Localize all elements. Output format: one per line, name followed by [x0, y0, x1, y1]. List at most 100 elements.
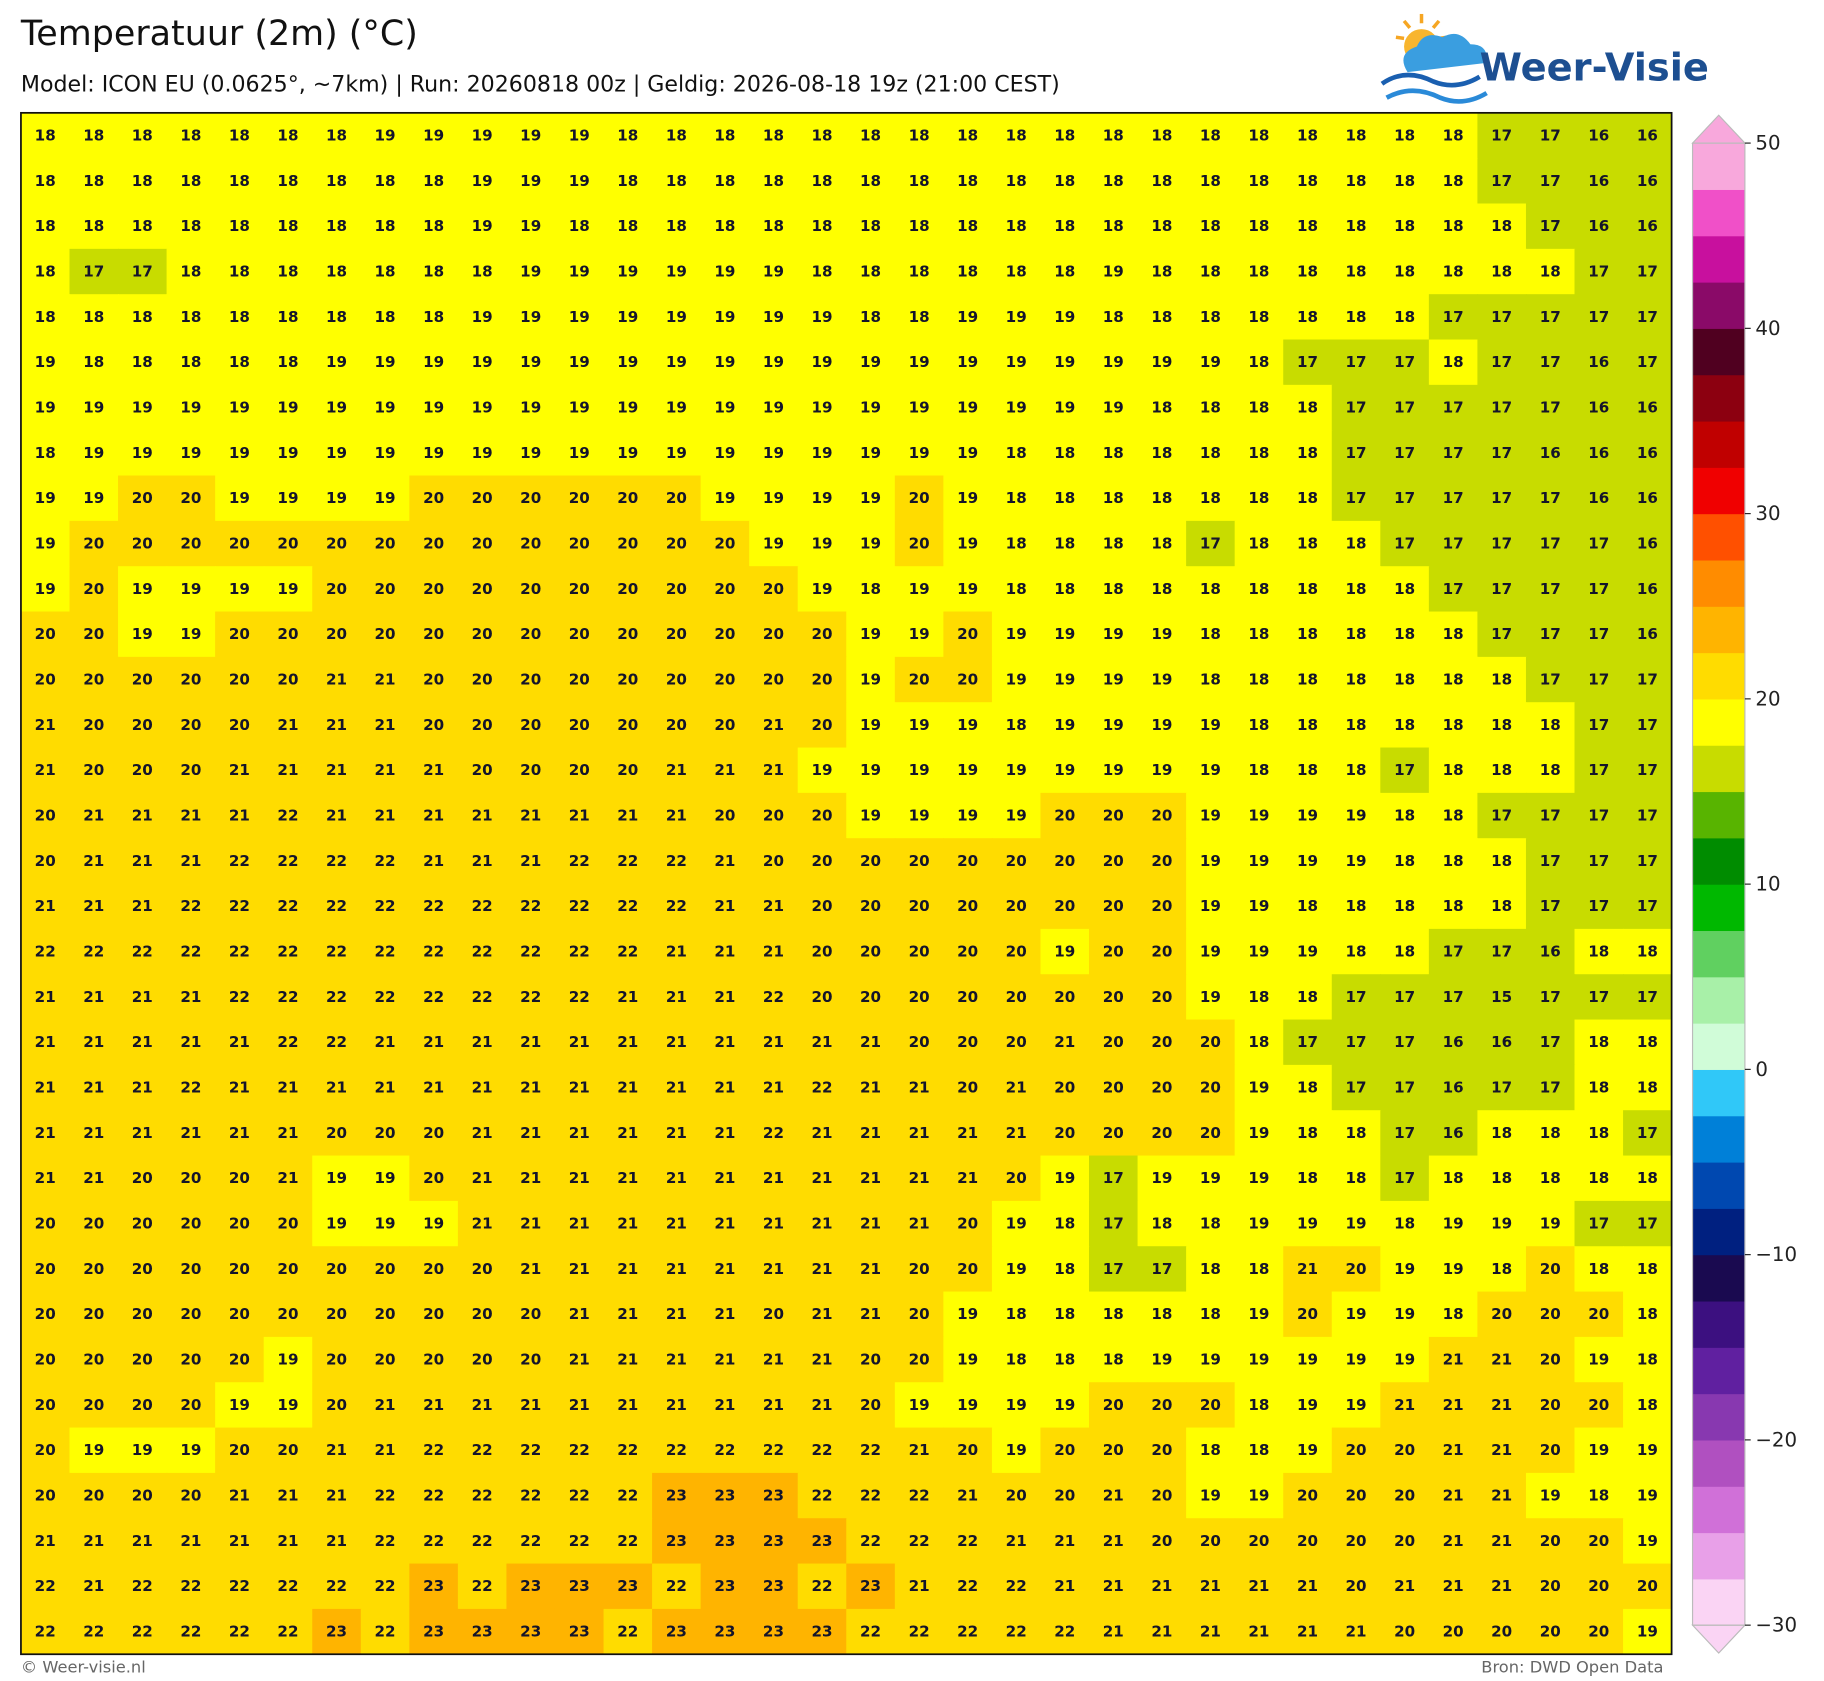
temperature-value: 18	[1151, 535, 1172, 553]
temperature-value: 17	[1540, 127, 1561, 145]
temperature-cell	[1283, 1155, 1333, 1202]
temperature-value: 18	[1297, 444, 1318, 462]
temperature-value: 17	[1540, 489, 1561, 507]
temperature-cell	[1525, 928, 1576, 975]
temperature-value: 17	[1540, 988, 1561, 1006]
temperature-value: 21	[666, 1260, 687, 1278]
temperature-value: 22	[326, 852, 347, 870]
temperature-value: 19	[1394, 1351, 1415, 1369]
temperature-value: 19	[35, 489, 56, 507]
temperature-value: 21	[1394, 1577, 1415, 1595]
temperature-value: 20	[180, 1487, 201, 1505]
temperature-cell	[166, 520, 216, 567]
temperature-cell	[20, 158, 71, 205]
temperature-value: 21	[277, 1124, 298, 1142]
temperature-cell	[69, 611, 119, 658]
temperature-cell	[506, 566, 556, 613]
temperature-value: 21	[423, 807, 444, 825]
temperature-cell	[652, 611, 702, 658]
temperature-value: 22	[375, 943, 396, 961]
temperature-cell	[846, 294, 896, 341]
temperature-cell	[360, 883, 411, 930]
temperature-cell	[409, 203, 459, 250]
temperature-cell	[1428, 520, 1479, 567]
temperature-cell	[457, 1518, 508, 1565]
temperature-value: 23	[763, 1532, 784, 1550]
temperature-cell	[797, 792, 847, 839]
temperature-cell	[1234, 1382, 1284, 1429]
temperature-cell	[797, 1110, 847, 1157]
temperature-cell	[1137, 1200, 1187, 1247]
temperature-cell	[1574, 1064, 1624, 1111]
temperature-cell	[1380, 339, 1430, 386]
temperature-value: 20	[666, 625, 687, 643]
temperature-value: 19	[277, 1351, 298, 1369]
temperature-value: 20	[1006, 1169, 1027, 1187]
temperature-value: 22	[180, 897, 201, 915]
temperature-cell	[457, 883, 508, 930]
temperature-value: 18	[1394, 716, 1415, 734]
temperature-value: 21	[617, 1169, 638, 1187]
temperature-value: 17	[1540, 172, 1561, 190]
temperature-value: 20	[763, 580, 784, 598]
temperature-cell	[1428, 792, 1479, 839]
temperature-cell	[1040, 430, 1090, 477]
temperature-cell	[700, 566, 750, 613]
temperature-cell	[1283, 838, 1333, 885]
temperature-value: 21	[617, 1396, 638, 1414]
temperature-cell	[1283, 656, 1333, 703]
temperature-value: 21	[617, 1215, 638, 1233]
colorbar-tick-label: 0	[1755, 1058, 1768, 1081]
temperature-cell	[263, 1427, 313, 1474]
temperature-cell	[20, 928, 71, 975]
temperature-cell	[991, 1427, 1042, 1474]
temperature-value: 19	[277, 1396, 298, 1414]
temperature-cell	[603, 1336, 653, 1383]
temperature-value: 20	[666, 580, 687, 598]
temperature-cell	[797, 1427, 847, 1474]
temperature-cell	[652, 248, 702, 295]
temperature-value: 20	[666, 489, 687, 507]
temperature-cell	[1428, 702, 1479, 749]
temperature-cell	[1040, 656, 1090, 703]
temperature-cell	[652, 838, 702, 885]
temperature-value: 21	[277, 1169, 298, 1187]
temperature-cell	[1234, 883, 1284, 930]
temperature-value: 20	[1588, 1623, 1609, 1641]
temperature-value: 20	[83, 625, 104, 643]
temperature-value: 20	[423, 625, 444, 643]
temperature-value: 23	[326, 1623, 347, 1641]
temperature-cell	[166, 792, 216, 839]
temperature-cell	[1623, 112, 1673, 159]
temperature-cell	[215, 203, 265, 250]
temperature-cell	[1234, 430, 1284, 477]
temperature-cell	[1234, 1200, 1284, 1247]
temperature-value: 19	[520, 172, 541, 190]
temperature-cell	[1186, 1246, 1236, 1293]
temperature-cell	[1331, 883, 1382, 930]
temperature-value: 21	[1006, 1532, 1027, 1550]
temperature-value: 20	[569, 761, 590, 779]
temperature-value: 18	[180, 353, 201, 371]
temperature-cell	[263, 611, 313, 658]
temperature-cell	[215, 838, 265, 885]
temperature-value: 16	[1540, 444, 1561, 462]
temperature-value: 20	[1006, 1033, 1027, 1051]
temperature-cell	[20, 1246, 71, 1293]
temperature-value: 19	[375, 1215, 396, 1233]
temperature-cell	[652, 158, 702, 205]
temperature-value: 22	[472, 943, 493, 961]
temperature-value: 20	[326, 1351, 347, 1369]
temperature-cell	[943, 294, 993, 341]
temperature-value: 16	[1588, 353, 1609, 371]
temperature-value: 17	[1443, 580, 1464, 598]
temperature-value: 17	[1491, 535, 1512, 553]
temperature-value: 18	[1200, 444, 1221, 462]
temperature-value: 17	[1394, 353, 1415, 371]
temperature-cell	[1137, 928, 1187, 975]
temperature-cell	[409, 475, 459, 522]
temperature-value: 20	[1637, 1577, 1658, 1595]
temperature-cell	[943, 838, 993, 885]
temperature-cell	[749, 1064, 799, 1111]
temperature-value: 21	[83, 988, 104, 1006]
